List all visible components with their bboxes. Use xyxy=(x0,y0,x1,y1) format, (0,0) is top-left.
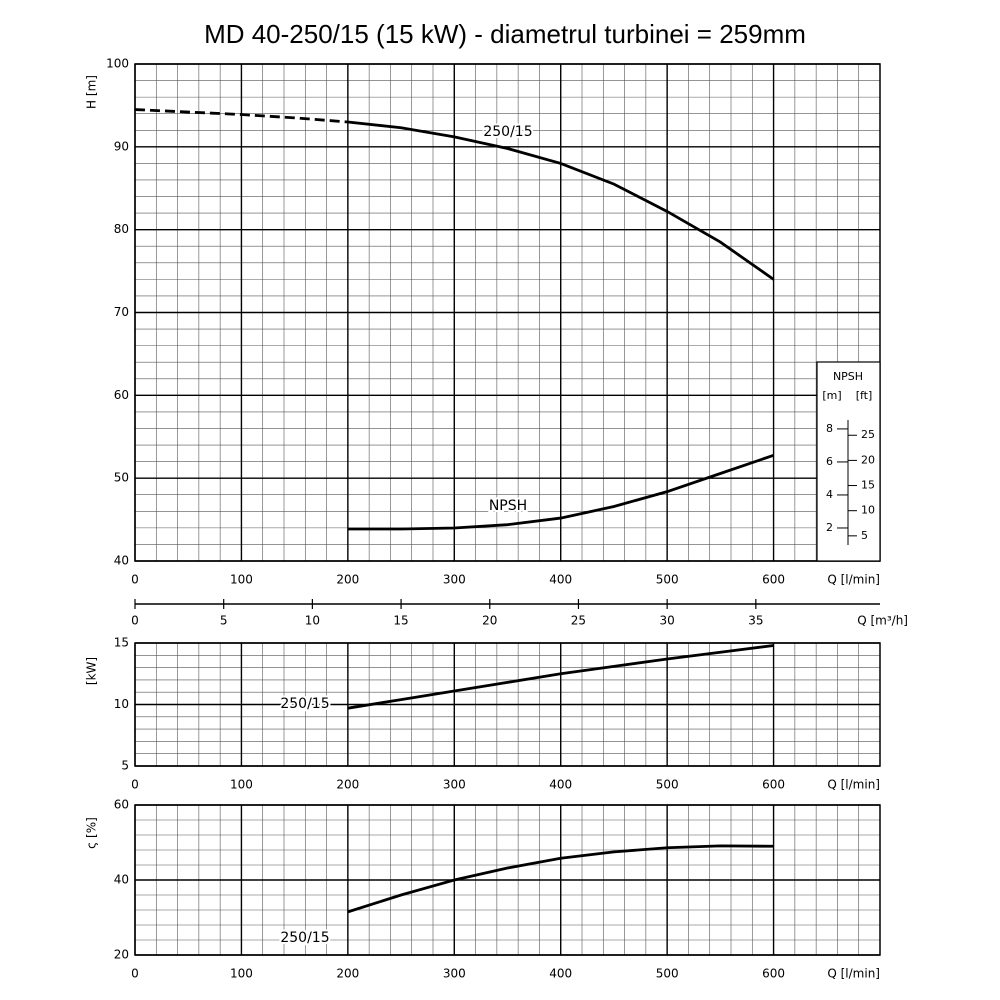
y-axis-label: [kW] xyxy=(85,657,99,685)
y2-tick-label: 2 xyxy=(826,521,833,534)
ft-tick-label: 20 xyxy=(861,453,875,466)
x2-tick-label: 20 xyxy=(482,614,497,628)
y-tick-label: 40 xyxy=(114,873,129,887)
npsh-title: NPSH xyxy=(833,370,863,383)
y-tick-label: 10 xyxy=(114,697,129,711)
x-tick-label: 0 xyxy=(131,778,139,792)
y-tick-label: 60 xyxy=(114,798,129,812)
x2-axis-label: Q [m³/h] xyxy=(857,614,908,628)
x-tick-label: 400 xyxy=(549,573,572,587)
x-tick-label: 100 xyxy=(230,967,253,981)
x-tick-label: 300 xyxy=(443,573,466,587)
y-tick-label: 90 xyxy=(114,139,129,153)
annotation: 250/15 xyxy=(483,124,532,140)
y-tick-label: 40 xyxy=(114,554,129,568)
x-tick-label: 0 xyxy=(131,967,139,981)
x-axis-label: Q [l/min] xyxy=(827,967,880,981)
y-tick-label: 60 xyxy=(114,388,129,402)
ft-tick-label: 5 xyxy=(861,529,868,542)
series-line xyxy=(347,644,774,710)
ft-tick-label: 25 xyxy=(861,428,875,441)
chart-title: MD 40-250/15 (15 kW) - diametrul turbine… xyxy=(204,19,806,49)
y-tick-label: 20 xyxy=(114,948,129,962)
y-tick-label: 70 xyxy=(114,305,129,319)
x2-tick-label: 0 xyxy=(131,614,139,628)
x2-tick-label: 30 xyxy=(660,614,675,628)
x-tick-label: 400 xyxy=(549,967,572,981)
series-line xyxy=(134,108,348,124)
y-tick-label: 15 xyxy=(114,636,129,650)
x-tick-label: 200 xyxy=(336,573,359,587)
ft-tick-label: 15 xyxy=(861,479,875,492)
y-tick-label: 50 xyxy=(114,471,129,485)
x-tick-label: 500 xyxy=(656,573,679,587)
x-axis-label: Q [l/min] xyxy=(827,573,880,587)
x-axis-label: Q [l/min] xyxy=(827,778,880,792)
x-tick-label: 200 xyxy=(336,778,359,792)
y2-tick-label: 8 xyxy=(826,422,833,435)
x-tick-label: 100 xyxy=(230,573,253,587)
x2-tick-label: 10 xyxy=(305,614,320,628)
y-tick-label: 100 xyxy=(106,57,129,71)
plot-frame xyxy=(134,642,881,767)
y-tick-label: 80 xyxy=(114,222,129,236)
y2-tick-label: 6 xyxy=(826,455,833,468)
x-tick-label: 600 xyxy=(762,573,785,587)
x-tick-label: 500 xyxy=(656,778,679,792)
annotation: NPSH xyxy=(489,498,527,514)
y-tick-label: 5 xyxy=(121,759,129,773)
plot-frame xyxy=(134,63,881,562)
series-line xyxy=(347,844,774,914)
x-tick-label: 400 xyxy=(549,778,572,792)
x-tick-label: 600 xyxy=(762,778,785,792)
annotation: 250/15 xyxy=(280,930,329,946)
annotation: 250/15 xyxy=(280,696,329,712)
x2-tick-label: 25 xyxy=(571,614,586,628)
plot-frame xyxy=(134,804,881,956)
x-tick-label: 300 xyxy=(443,967,466,981)
y2-tick-label: 4 xyxy=(826,488,833,501)
npsh-unit: [m] xyxy=(822,389,841,402)
series-line xyxy=(347,120,775,281)
y-axis-label: H [m] xyxy=(85,75,99,109)
npsh-unit: [ft] xyxy=(856,389,873,402)
x2-tick-label: 5 xyxy=(220,614,228,628)
y-axis-label: ς [%] xyxy=(85,817,99,849)
x-tick-label: 200 xyxy=(336,967,359,981)
ft-tick-label: 10 xyxy=(861,504,875,517)
x-tick-label: 300 xyxy=(443,778,466,792)
x-tick-label: 100 xyxy=(230,778,253,792)
x2-tick-label: 15 xyxy=(393,614,408,628)
x2-tick-label: 35 xyxy=(748,614,763,628)
x-tick-label: 0 xyxy=(131,573,139,587)
x-tick-label: 500 xyxy=(656,967,679,981)
series-line xyxy=(347,454,775,531)
x-tick-label: 600 xyxy=(762,967,785,981)
